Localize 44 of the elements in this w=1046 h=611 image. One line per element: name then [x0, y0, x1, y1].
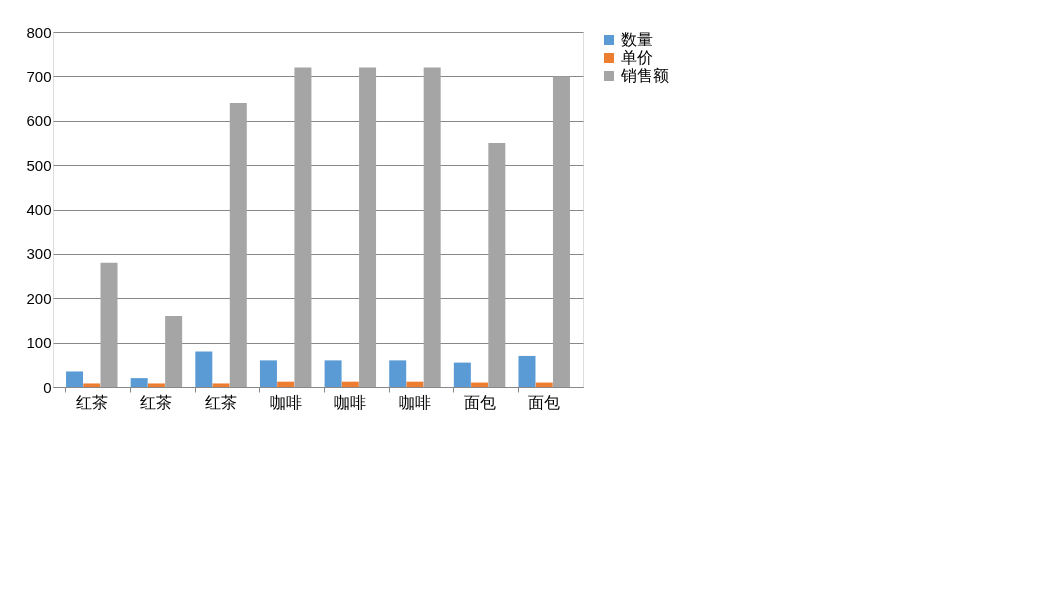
bar	[195, 351, 213, 387]
bar	[535, 382, 553, 387]
y-tick-label: 700	[26, 67, 52, 85]
bar	[423, 67, 441, 387]
y-tick-label: 400	[26, 201, 52, 218]
x-tick-label: 面包	[528, 392, 561, 412]
legend-label: 销售额	[620, 66, 669, 85]
bar	[294, 67, 312, 387]
bar	[277, 381, 295, 387]
bar	[100, 262, 118, 387]
y-tick-label: 0	[43, 378, 52, 396]
bar	[488, 142, 506, 387]
x-tick-label: 红茶	[205, 392, 238, 412]
y-tick-label: 500	[26, 156, 52, 174]
bar	[471, 382, 489, 387]
bar	[165, 316, 183, 387]
bar	[406, 381, 424, 387]
x-tick-label: 咖啡	[269, 392, 302, 412]
legend-label: 数量	[621, 30, 653, 49]
bar	[147, 383, 165, 387]
bar	[389, 360, 407, 387]
y-tick-label: 200	[26, 289, 52, 307]
x-tick-label: 红茶	[140, 392, 173, 412]
x-tick-label: 面包	[463, 392, 496, 412]
bar	[552, 76, 570, 387]
bar	[259, 360, 277, 387]
bar	[83, 383, 101, 387]
bar	[324, 360, 342, 387]
bar	[130, 378, 148, 387]
y-tick-label: 600	[26, 112, 52, 130]
bar	[66, 371, 84, 387]
legend-label: 单价	[621, 48, 653, 67]
bar	[229, 103, 247, 387]
y-tick-label: 100	[26, 334, 52, 352]
bar	[341, 381, 359, 387]
y-tick-label: 800	[26, 23, 52, 41]
bar	[359, 67, 377, 387]
bar	[518, 355, 536, 387]
x-tick-label: 咖啡	[334, 392, 367, 412]
bar	[212, 383, 230, 387]
y-tick-label: 300	[26, 245, 52, 263]
x-tick-label: 红茶	[75, 392, 108, 412]
x-tick-label: 咖啡	[398, 392, 431, 412]
bar	[453, 362, 471, 387]
